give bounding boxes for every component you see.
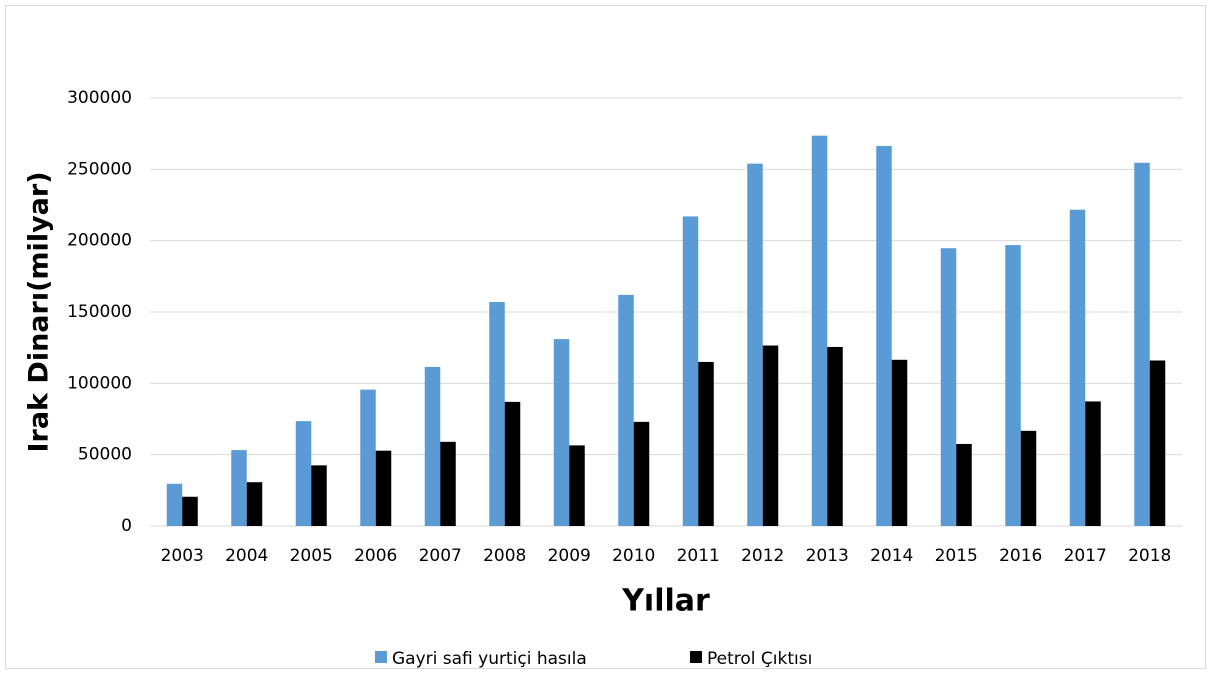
x-tick-label: 2010 — [612, 546, 655, 566]
bar — [682, 216, 699, 526]
bar — [876, 145, 892, 526]
x-tick-label: 2015 — [935, 546, 978, 566]
bar — [1134, 162, 1150, 526]
x-tick-label: 2005 — [290, 546, 333, 566]
bar — [504, 401, 521, 526]
bar — [424, 366, 441, 526]
x-tick-label: 2013 — [806, 546, 849, 566]
x-tick-label: 2012 — [741, 546, 784, 566]
bar — [553, 339, 570, 526]
y-tick-label: 200000 — [67, 231, 132, 251]
legend-swatch — [375, 651, 387, 663]
bar — [311, 465, 327, 526]
bar — [698, 361, 714, 526]
x-tick-label: 2006 — [354, 546, 397, 566]
y-axis-title: Irak Dinarı(milyar) — [24, 171, 55, 452]
x-tick-label: 2014 — [870, 546, 913, 566]
y-tick-label: 300000 — [67, 88, 132, 108]
bar — [569, 445, 585, 526]
bar — [166, 483, 183, 526]
bar — [231, 450, 247, 526]
bar — [891, 359, 908, 526]
legend-label: Petrol Çıktısı — [707, 649, 812, 669]
bar — [1020, 430, 1037, 526]
x-axis-title: Yıllar — [621, 584, 710, 619]
bar — [1085, 401, 1101, 526]
x-tick-label: 2011 — [677, 546, 720, 566]
bar — [360, 389, 376, 526]
bar — [246, 482, 263, 526]
y-tick-label: 250000 — [67, 159, 132, 179]
bar — [956, 443, 972, 526]
bar — [940, 248, 957, 526]
bar — [618, 294, 634, 526]
y-tick-label: 100000 — [67, 373, 132, 393]
x-tick-label: 2004 — [225, 546, 268, 566]
bar — [762, 345, 779, 526]
bar — [489, 302, 505, 526]
y-tick-label: 50000 — [78, 445, 132, 465]
x-tick-label: 2017 — [1064, 546, 1107, 566]
bar — [633, 421, 650, 526]
bar — [827, 346, 843, 526]
bar — [1005, 245, 1021, 526]
bar — [182, 496, 198, 526]
x-tick-label: 2003 — [161, 546, 204, 566]
x-tick-label: 2009 — [548, 546, 591, 566]
bar — [747, 163, 763, 527]
bar — [811, 135, 828, 526]
bar — [375, 450, 392, 526]
x-tick-label: 2008 — [483, 546, 526, 566]
y-tick-label: 0 — [121, 516, 132, 536]
bar — [295, 421, 312, 526]
bar — [440, 441, 456, 526]
x-tick-label: 2018 — [1128, 546, 1171, 566]
x-tick-label: 2016 — [999, 546, 1042, 566]
y-tick-label: 150000 — [67, 302, 132, 322]
x-tick-label: 2007 — [419, 546, 462, 566]
legend-label: Gayri safi yurtiçi hasıla — [392, 649, 587, 669]
bar — [1149, 360, 1166, 526]
chart-border — [5, 5, 1206, 669]
legend-swatch — [690, 651, 702, 663]
bar — [1069, 209, 1086, 526]
